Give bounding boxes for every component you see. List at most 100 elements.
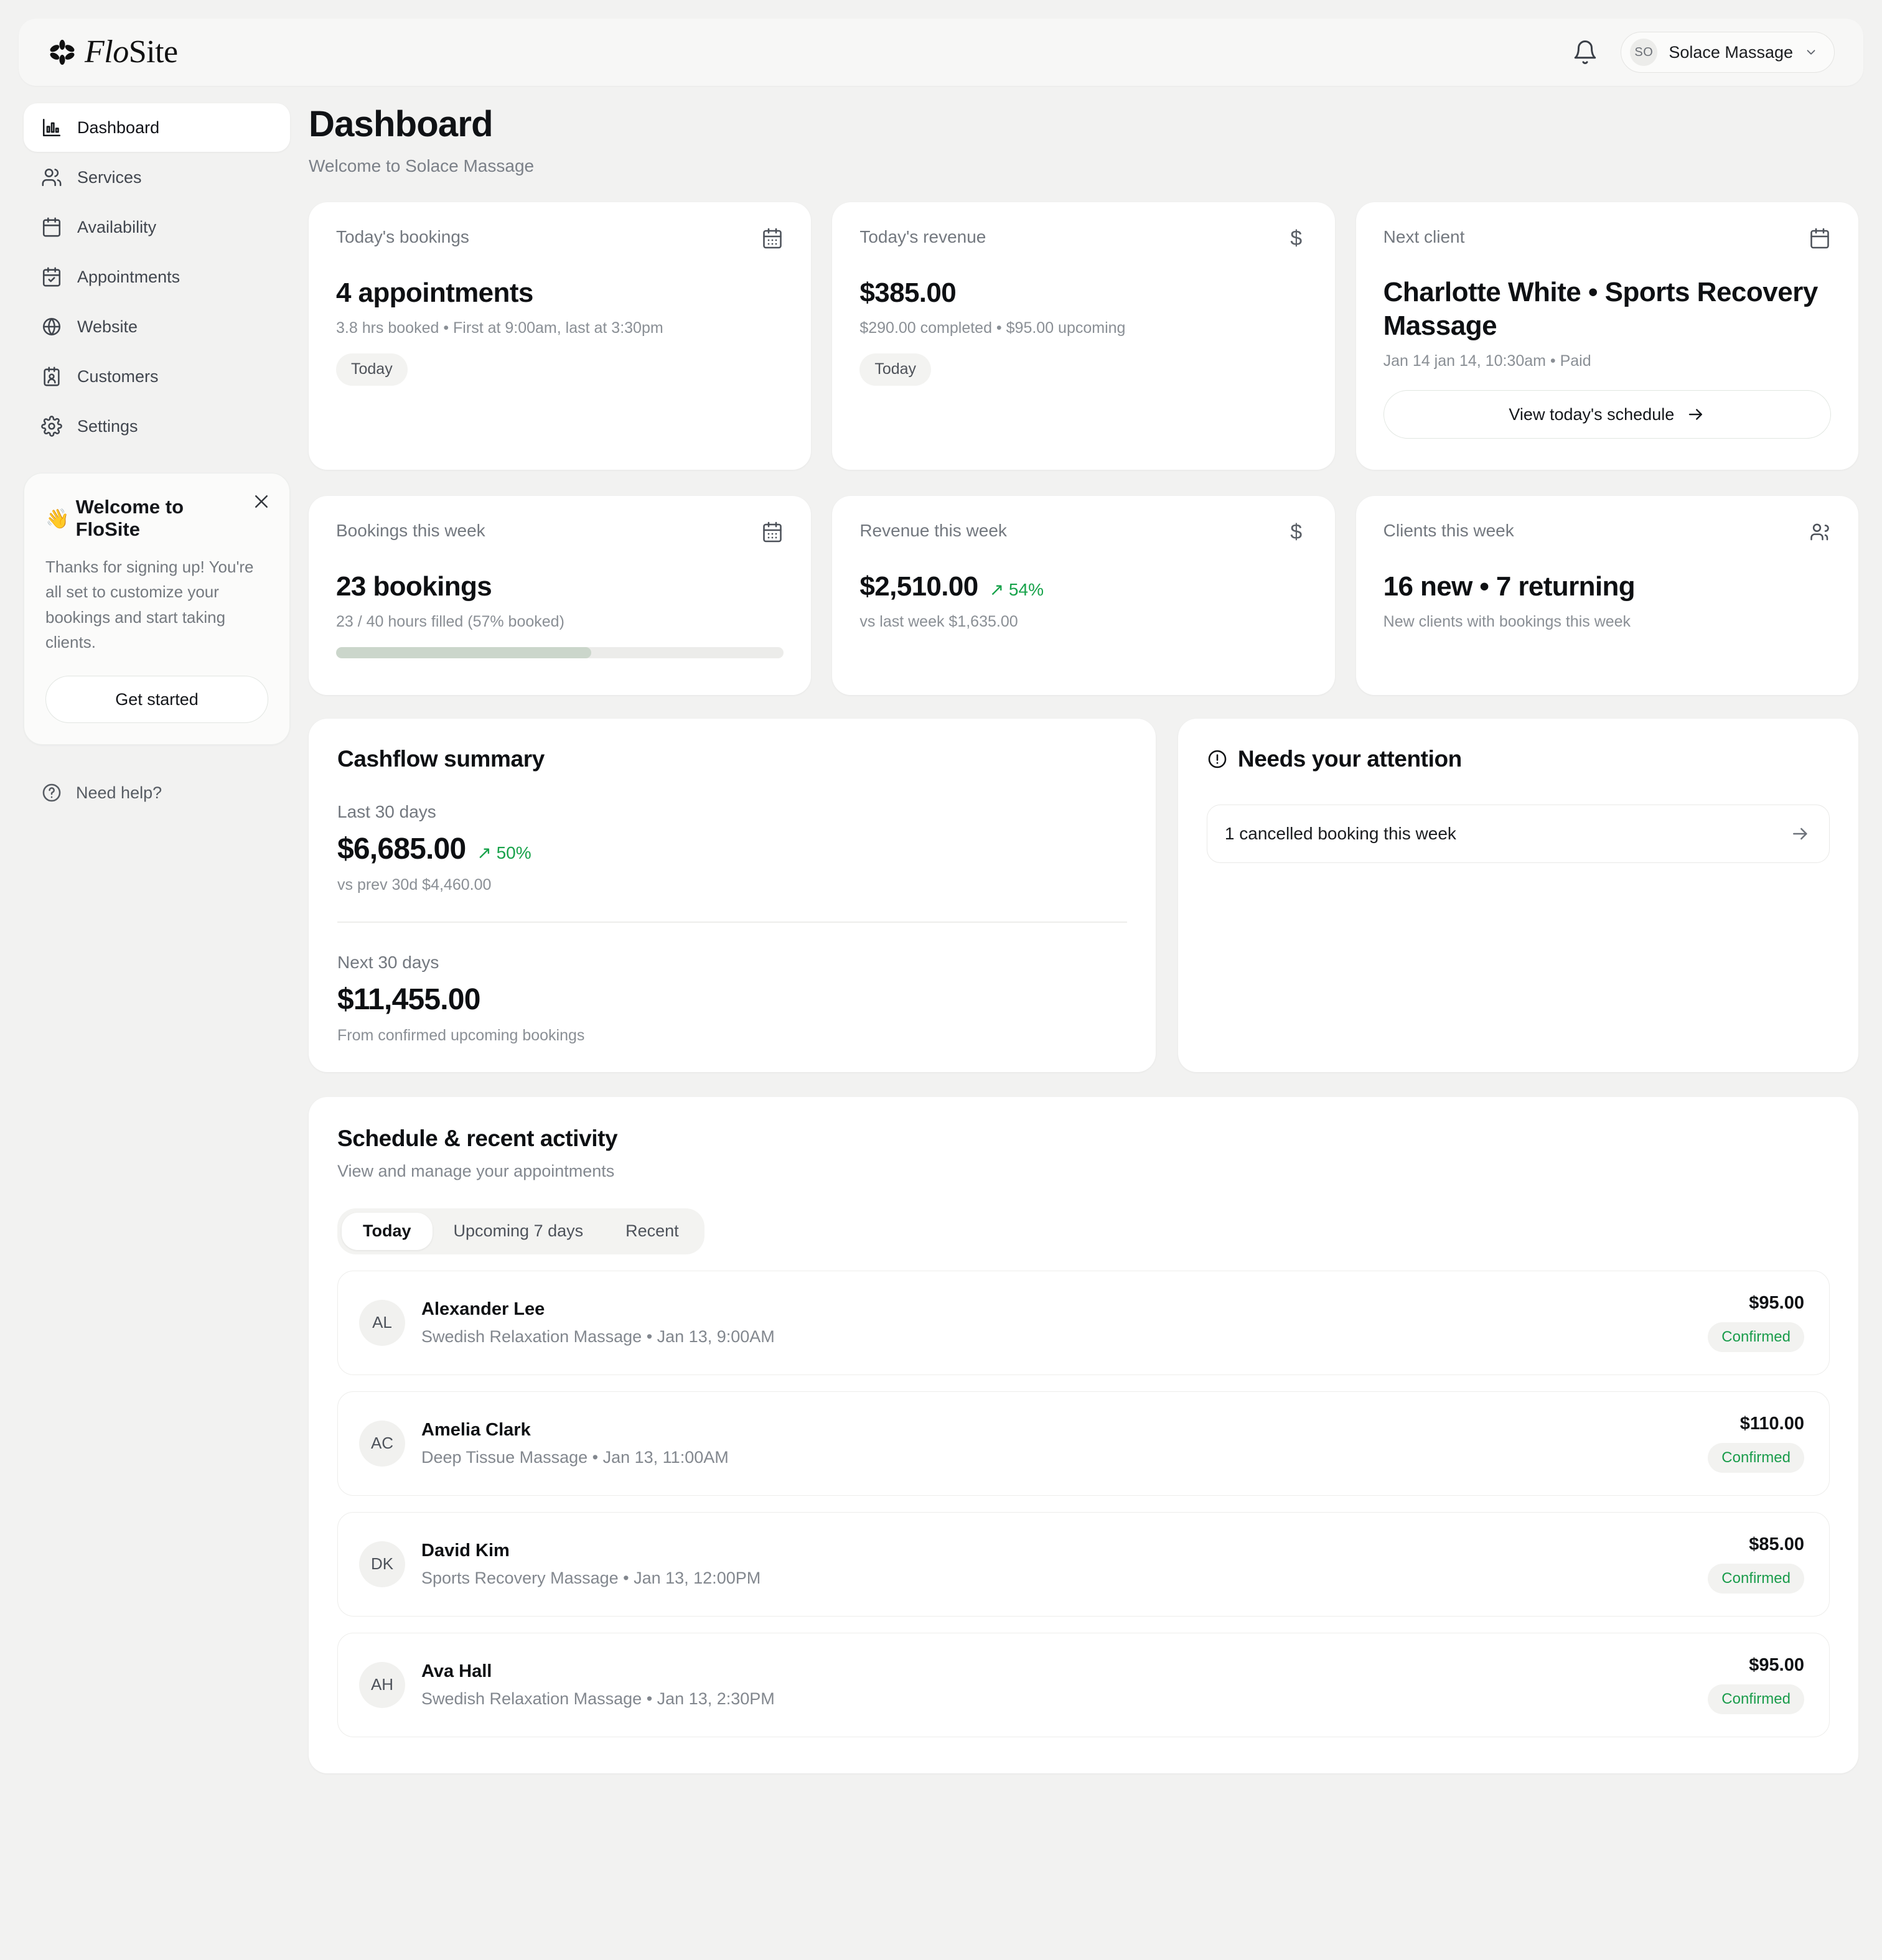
- status-badge: Confirmed: [1708, 1322, 1804, 1352]
- status-badge: Confirmed: [1708, 1564, 1804, 1594]
- brand-name: FloSite: [85, 36, 178, 68]
- appointment-summary: $95.00 Confirmed: [1708, 1655, 1804, 1714]
- chevron-down-icon: [1807, 50, 1815, 55]
- sidebar-item-label: Website: [77, 317, 138, 336]
- top-bar-actions: SO Solace Massage: [1572, 32, 1835, 73]
- sidebar-item-website[interactable]: Website: [24, 302, 290, 351]
- cash-amount: $11,455.00: [337, 982, 480, 1016]
- card-header: Next client: [1383, 227, 1831, 250]
- card-value: $2,510.00: [859, 571, 978, 602]
- avatar: AC: [359, 1420, 405, 1467]
- card-value: $385.00: [859, 278, 957, 308]
- appointment-text: Amelia Clark Deep Tissue Massage • Jan 1…: [421, 1420, 729, 1467]
- avatar: AL: [359, 1299, 405, 1346]
- alert-circle-icon: [1208, 750, 1227, 768]
- avatar: DK: [359, 1541, 405, 1587]
- appointment-text: Ava Hall Swedish Relaxation Massage • Ja…: [421, 1661, 775, 1709]
- sidebar-item-label: Customers: [77, 366, 159, 386]
- cashflow-last-30-days: Last 30 days $6,685.00 ↗ 50% vs prev 30d…: [337, 802, 1127, 894]
- card-label: Next client: [1383, 227, 1465, 246]
- status-badge: Confirmed: [1708, 1443, 1804, 1473]
- sidebar-item-services[interactable]: Services: [24, 153, 290, 202]
- arrow-right-icon: [1689, 409, 1703, 421]
- appointment-identity: AH Ava Hall Swedish Relaxation Massage •…: [359, 1661, 775, 1709]
- cashflow-next-30-days: Next 30 days $11,455.00 From confirmed u…: [337, 953, 1127, 1045]
- sidebar-item-appointments[interactable]: Appointments: [24, 253, 290, 301]
- card-header: Clients this week: [1383, 521, 1831, 543]
- gear-icon: [41, 416, 62, 437]
- page-title: Dashboard: [309, 104, 494, 144]
- sidebar-item-availability[interactable]: Availability: [24, 203, 290, 251]
- org-name: Solace Massage: [1669, 42, 1793, 62]
- schedule-panel: Schedule & recent activity View and mana…: [309, 1096, 1858, 1773]
- booked-progress-bar: [336, 646, 784, 658]
- arrow-right-icon: [1793, 828, 1807, 840]
- cash-note: vs prev 30d $4,460.00: [337, 876, 492, 894]
- appointment-client-name: Amelia Clark: [421, 1419, 531, 1440]
- main-content: Dashboard Welcome to Solace Massage Toda…: [290, 103, 1863, 1773]
- sidebar-item-label: Services: [77, 167, 142, 187]
- sidebar-item-label: Appointments: [77, 267, 180, 286]
- page-subtitle: Welcome to Solace Massage: [309, 156, 535, 175]
- brand-name-flo: Flo: [85, 34, 129, 70]
- card-sub: vs last week $1,635.00: [859, 612, 1018, 630]
- close-icon[interactable]: [252, 492, 271, 511]
- sidebar-item-settings[interactable]: Settings: [24, 402, 290, 450]
- tab-recent[interactable]: Recent: [604, 1213, 700, 1250]
- appointment-summary: $85.00 Confirmed: [1708, 1534, 1804, 1594]
- welcome-card: 👋 Welcome to FloSite Thanks for signing …: [24, 473, 290, 745]
- value-with-trend: $6,685.00 ↗ 50%: [337, 822, 1127, 866]
- appointment-client-name: David Kim: [421, 1540, 510, 1561]
- card-value: 4 appointments: [336, 278, 533, 308]
- chart-bar-icon: [42, 118, 61, 137]
- need-help-link[interactable]: Need help?: [24, 782, 290, 803]
- dollar-icon: $: [1290, 520, 1303, 544]
- cashflow-summary-panel: Cashflow summary Last 30 days $6,685.00 …: [309, 719, 1156, 1072]
- appointment-row[interactable]: AL Alexander Lee Swedish Relaxation Mass…: [337, 1270, 1830, 1375]
- tab-today[interactable]: Today: [342, 1212, 433, 1250]
- appointment-price: $110.00: [1739, 1414, 1804, 1434]
- welcome-title: 👋 Welcome to FloSite: [45, 496, 268, 541]
- users-icon: [1810, 523, 1829, 541]
- appointment-row[interactable]: AC Amelia Clark Deep Tissue Massage • Ja…: [337, 1391, 1830, 1496]
- appointment-text: David Kim Sports Recovery Massage • Jan …: [421, 1541, 761, 1588]
- appointment-row[interactable]: DK David Kim Sports Recovery Massage • J…: [337, 1511, 1830, 1617]
- next-client-sub: Jan 14 jan 14, 10:30am • Paid: [1383, 352, 1591, 370]
- appointment-summary: $95.00 Confirmed: [1708, 1293, 1804, 1352]
- appointment-text: Alexander Lee Swedish Relaxation Massage…: [421, 1299, 775, 1346]
- cashflow-attention-row: Cashflow summary Last 30 days $6,685.00 …: [309, 719, 1858, 1072]
- card-sub: 3.8 hrs booked • First at 9:00am, last a…: [336, 319, 663, 337]
- attention-item-cancelled-booking[interactable]: 1 cancelled booking this week: [1206, 805, 1830, 863]
- card-header: Revenue this week $: [859, 521, 1307, 543]
- calendar-icon: [42, 217, 61, 237]
- appointment-meta: Sports Recovery Massage • Jan 13, 12:00P…: [421, 1568, 761, 1587]
- stats-row-1: Today's bookings 4 appointments 3.8 hrs …: [309, 202, 1858, 470]
- appointment-meta: Deep Tissue Massage • Jan 13, 11:00AM: [421, 1447, 729, 1467]
- org-switcher[interactable]: SO Solace Massage: [1621, 32, 1835, 73]
- avatar: SO: [1630, 39, 1658, 66]
- attention-item-label: 1 cancelled booking this week: [1224, 824, 1456, 843]
- card-header: Bookings this week: [336, 521, 784, 543]
- appointment-row[interactable]: AH Ava Hall Swedish Relaxation Massage •…: [337, 1632, 1830, 1737]
- card-todays-bookings: Today's bookings 4 appointments 3.8 hrs …: [309, 202, 812, 470]
- card-value: 23 bookings: [336, 571, 492, 602]
- next-client-title: Charlotte White • Sports Recovery Massag…: [1383, 277, 1819, 341]
- appointment-meta: Swedish Relaxation Massage • Jan 13, 2:3…: [421, 1689, 775, 1708]
- appointment-identity: AL Alexander Lee Swedish Relaxation Mass…: [359, 1299, 775, 1346]
- status-badge: Confirmed: [1708, 1684, 1804, 1714]
- tab-upcoming-7-days[interactable]: Upcoming 7 days: [433, 1213, 605, 1250]
- cash-label: Last 30 days: [337, 802, 436, 821]
- card-sub: New clients with bookings this week: [1383, 612, 1631, 630]
- status-badge: Today: [859, 353, 932, 386]
- sidebar-item-customers[interactable]: Customers: [24, 352, 290, 401]
- asterisk-flower-icon: [50, 39, 75, 65]
- bell-icon[interactable]: [1572, 39, 1598, 65]
- view-todays-schedule-button[interactable]: View today's schedule: [1383, 390, 1831, 439]
- get-started-button[interactable]: Get started: [45, 676, 268, 724]
- dollar-icon: $: [1290, 226, 1303, 250]
- stats-row-2: Bookings this week 23 bookings 23 / 40 h…: [309, 496, 1858, 695]
- sidebar-item-dashboard[interactable]: Dashboard: [24, 103, 290, 152]
- sidebar: Dashboard Services Availability Appointm…: [19, 103, 290, 1773]
- panel-title-text: Needs your attention: [1237, 746, 1462, 772]
- brand-logo[interactable]: FloSite: [49, 36, 178, 68]
